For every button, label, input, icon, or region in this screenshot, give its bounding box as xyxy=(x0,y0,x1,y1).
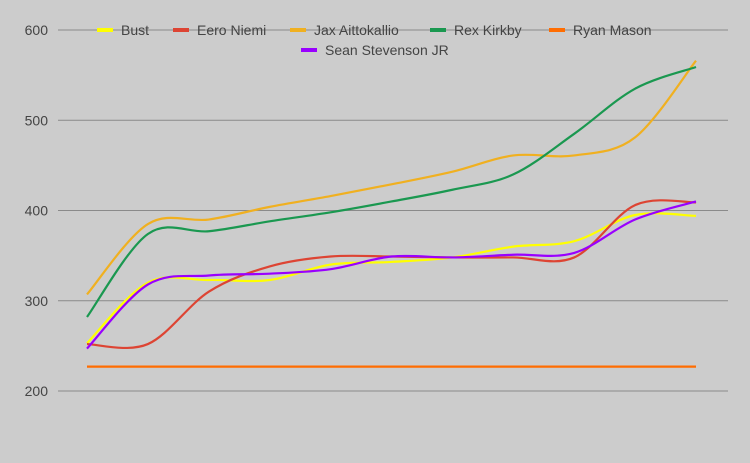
legend-label: Sean Stevenson JR xyxy=(325,42,449,58)
legend-swatch xyxy=(173,28,189,32)
legend-item-eero-niemi: Eero Niemi xyxy=(173,22,266,38)
y-tick-label: 600 xyxy=(25,22,49,38)
legend-item-rex-kirkby: Rex Kirkby xyxy=(430,22,522,38)
legend-label: Eero Niemi xyxy=(197,22,266,38)
legend-label: Bust xyxy=(121,22,149,38)
series-lines xyxy=(86,60,697,368)
y-tick-label: 400 xyxy=(25,203,49,219)
legend-swatch xyxy=(301,48,317,52)
legend-item-jax-aittokallio: Jax Aittokallio xyxy=(290,22,399,38)
legend-swatch xyxy=(549,28,565,32)
legend-label: Ryan Mason xyxy=(573,22,652,38)
series-line-bust xyxy=(86,212,697,344)
legend-swatch xyxy=(430,28,446,32)
legend-item-bust: Bust xyxy=(97,22,149,38)
legend-label: Rex Kirkby xyxy=(454,22,522,38)
legend-swatch xyxy=(290,28,306,32)
legend-item-ryan-mason: Ryan Mason xyxy=(549,22,652,38)
legend-label: Jax Aittokallio xyxy=(314,22,399,38)
legend-item-sean-stevenson-jr: Sean Stevenson JR xyxy=(301,42,449,58)
series-line-jax-aittokallio xyxy=(86,60,697,296)
series-line-eero-niemi xyxy=(86,199,697,350)
series-line-sean-stevenson-jr xyxy=(86,200,697,350)
legend: Bust Eero Niemi Jax Aittokallio Rex Kirkby R… xyxy=(97,22,652,58)
y-tick-label: 500 xyxy=(25,112,49,128)
y-tick-label: 300 xyxy=(25,293,49,309)
y-axis: 200 300 400 500 600 xyxy=(25,22,49,399)
grid-lines xyxy=(58,29,728,392)
series-line-rex-kirkby xyxy=(86,65,697,318)
y-tick-label: 200 xyxy=(25,383,49,399)
legend-swatch xyxy=(97,28,113,32)
